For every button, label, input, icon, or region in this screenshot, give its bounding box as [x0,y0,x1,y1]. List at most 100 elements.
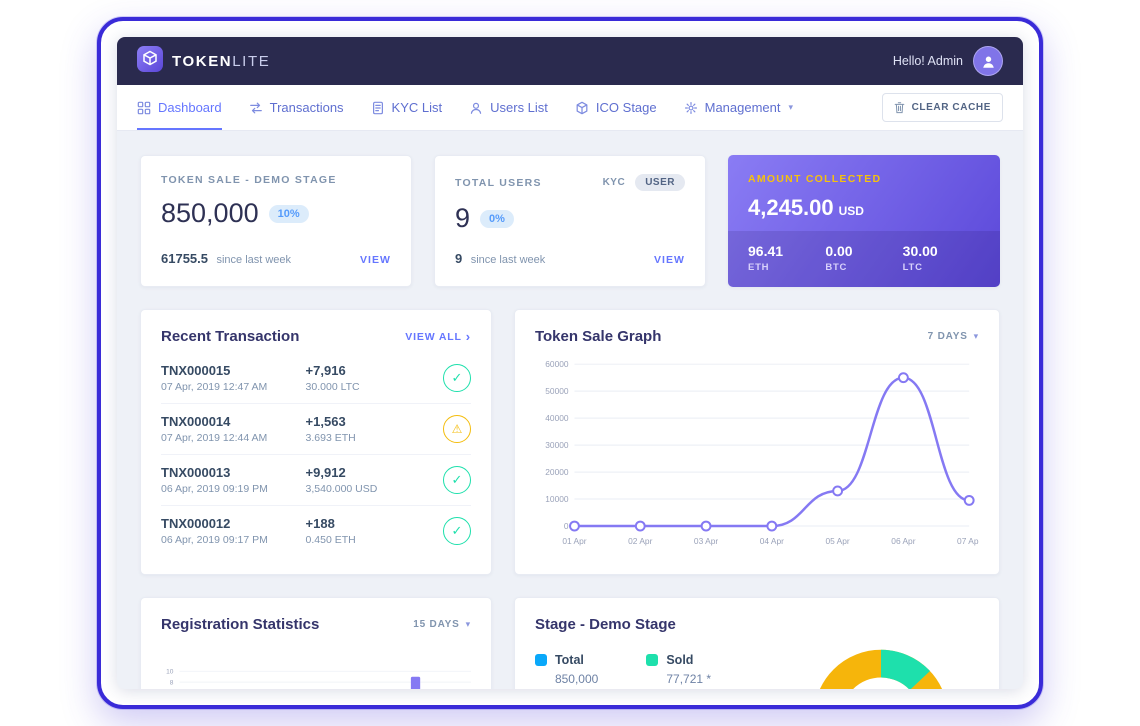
token-sale-graph-card: Token Sale Graph 7 DAYS ▾ 0 10000 20000 300… [513,309,1000,575]
nav-label: KYC List [391,100,443,115]
breakdown-ltc: 30.00 LTC [903,243,980,273]
tx-equivalent: 30.000 LTC [305,381,360,393]
amount-breakdown: 96.41 ETH 0.00 BTC 30.00 LTC [728,231,1000,287]
nav-item-kyc-list[interactable]: KYC List [371,85,443,130]
nav-item-dashboard[interactable]: Dashboard [137,85,222,130]
brand-name-bold: TOKEN [172,52,233,70]
brand-name-light: LITE [232,52,271,70]
status-check-icon [442,466,471,494]
total-users-badge: 0% [480,209,514,228]
person-icon [982,56,994,68]
legend-swatch-total [534,654,547,666]
svg-text:04 Apr: 04 Apr [760,536,784,546]
graph-period-dropdown[interactable]: 7 DAYS ▾ [928,331,979,342]
breakdown-value: 30.00 [902,243,938,259]
registration-statistics-card: Registration Statistics 15 DAYS ▾ 10 8 [140,597,492,689]
nav-item-users-list[interactable]: Users List [469,85,548,130]
change-value: 9 [455,251,463,266]
brand-logo[interactable]: TOKENLITE [137,45,270,77]
legend-value: 850,000 [554,672,599,686]
tokenlite-cube-icon [137,45,163,77]
breakdown-btc: 0.00 BTC [825,243,902,273]
tx-date: 06 Apr, 2019 09:17 PM [161,534,268,546]
status-check-icon [442,517,471,545]
toggle-user[interactable]: USER [635,174,685,191]
chevron-down-icon: ▾ [973,331,979,341]
svg-text:05 Apr: 05 Apr [825,536,849,546]
period-label: 7 DAYS [927,331,968,342]
transaction-row[interactable]: TNX000014 07 Apr, 2019 12:44 AM +1,563 3.6… [161,404,471,455]
amount-value: 4,245.00 [748,195,834,220]
view-all-label: VIEW ALL [405,330,462,343]
change-value: 61755.5 [161,251,208,266]
nav-label: ICO Stage [595,100,657,115]
transaction-row[interactable]: TNX000015 07 Apr, 2019 12:47 AM +7,916 30.… [161,353,471,404]
legend-label: Sold [666,653,694,667]
nav-label: Users List [490,100,548,115]
svg-text:0: 0 [564,521,569,531]
transaction-row[interactable]: TNX000012 06 Apr, 2019 09:17 PM +188 0.450… [161,506,471,556]
change-label: since last week [470,254,546,266]
document-list-icon [371,101,385,115]
chevron-down-icon: ▾ [788,102,794,112]
svg-text:03 Apr: 03 Apr [694,536,718,546]
registration-statistics-title: Registration Statistics [161,616,320,633]
main-content: TOKEN SALE - DEMO STAGE 850,000 10% 6175… [117,131,1023,689]
chevron-right-icon: › [465,329,471,344]
tx-amount: +9,912 [305,465,346,480]
token-sale-badge: 10% [268,204,309,223]
browser-frame: TOKENLITE Hello! Admin [97,17,1043,709]
token-sale-card: TOKEN SALE - DEMO STAGE 850,000 10% 6175… [140,155,412,287]
greeting-text: Hello! Admin [892,54,963,68]
tx-date: 07 Apr, 2019 12:44 AM [161,432,268,444]
tx-amount: +1,563 [305,414,346,429]
legend-value: 77,721 * [666,672,712,686]
middle-row: Recent Transaction VIEW ALL › TNX000015 0… [140,309,1000,575]
bottom-row: Registration Statistics 15 DAYS ▾ 10 8 St… [140,597,1000,689]
tx-id: TNX000012 [161,516,231,531]
svg-text:10000: 10000 [545,494,569,504]
svg-text:20000: 20000 [545,467,569,477]
view-all-link[interactable]: VIEW ALL › [405,330,471,343]
svg-text:8: 8 [170,679,174,686]
nav-item-ico-stage[interactable]: ICO Stage [575,85,657,130]
tx-date: 07 Apr, 2019 12:47 AM [161,381,268,393]
amount-collected-value: 4,245.00 USD [748,195,980,221]
status-check-icon [442,364,471,392]
summary-row: TOKEN SALE - DEMO STAGE 850,000 10% 6175… [140,155,1000,287]
total-users-title: TOTAL USERS [455,176,542,189]
chevron-down-icon: ▾ [465,619,471,629]
registration-period-dropdown[interactable]: 15 DAYS ▾ [413,619,471,630]
transaction-row[interactable]: TNX000013 06 Apr, 2019 09:19 PM +9,912 3,5… [161,455,471,506]
stage-legend: Total 850,000 Sold 77,721 * [534,653,711,686]
amount-currency: USD [838,204,864,218]
tx-id: TNX000015 [161,363,231,378]
tokenlite-app-window: TOKENLITE Hello! Admin [117,37,1023,689]
svg-text:01 Apr: 01 Apr [562,536,586,546]
brand-name: TOKENLITE [172,53,270,70]
tx-amount: +188 [305,516,335,531]
user-avatar[interactable] [973,46,1003,76]
token-sale-value-row: 850,000 10% [161,198,391,229]
clear-cache-button[interactable]: CLEAR CACHE [881,93,1003,122]
total-users-view-link[interactable]: VIEW [653,254,685,266]
toggle-kyc[interactable]: KYC [602,177,626,188]
breakdown-label: ETH [748,262,770,273]
registration-chart: 108 [166,669,471,689]
nav-item-management[interactable]: Management ▾ [684,85,793,130]
nav-item-transactions[interactable]: Transactions [249,85,344,130]
legend-label: Total [554,653,584,667]
amount-collected-title: AMOUNT COLLECTED [748,173,882,185]
legend-item-sold: Sold 77,721 * [646,653,711,686]
token-sale-view-link[interactable]: VIEW [359,254,391,266]
gear-icon [684,101,698,115]
svg-text:50000: 50000 [545,386,569,396]
main-nav: Dashboard Transactions KYC List [117,85,1023,131]
stage-title: Stage - Demo Stage [534,616,676,633]
breakdown-value: 0.00 [825,243,853,259]
svg-text:06 Apr: 06 Apr [891,536,915,546]
grid-icon [137,101,151,115]
cube-icon [575,101,589,115]
svg-text:30000: 30000 [545,440,569,450]
tx-id: TNX000013 [161,465,231,480]
